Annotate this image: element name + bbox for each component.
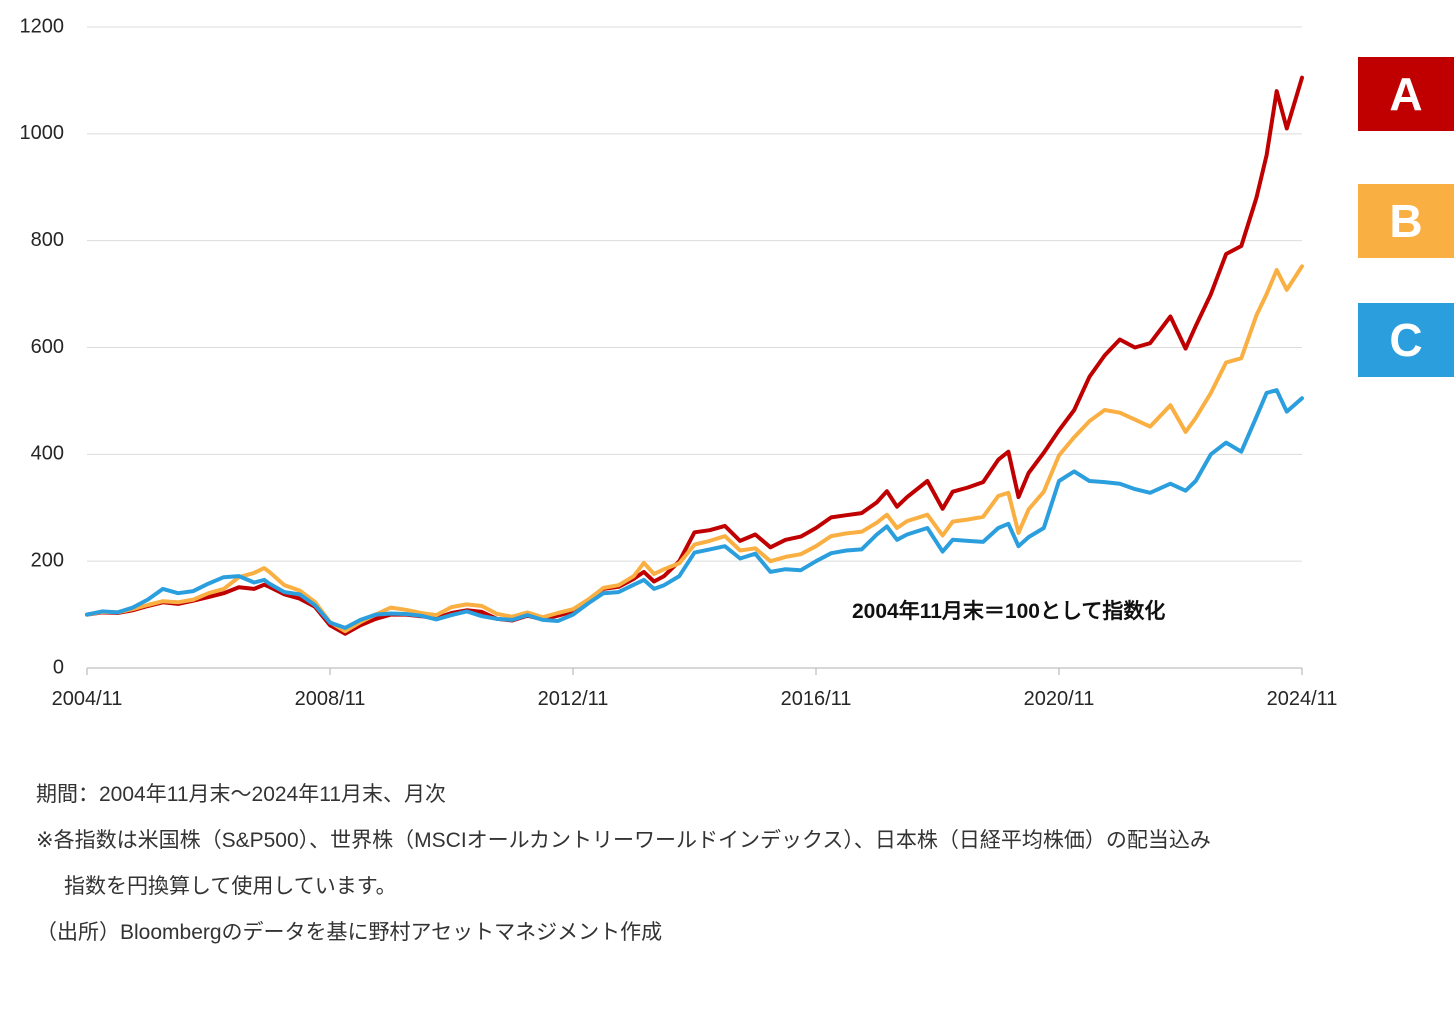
legend-item-c: C xyxy=(1358,303,1454,377)
footnote-source: （出所）Bloombergのデータを基に野村アセットマネジメント作成 xyxy=(36,921,663,944)
legend-label-b: B xyxy=(1389,195,1423,247)
axis-tick-labels: 0 200 400 600 800 1000 1200 2004/11 2008/11 2012/… xyxy=(20,15,1338,710)
y-tick-label-800: 800 xyxy=(31,229,64,251)
x-tick-label: 2020/11 xyxy=(1024,688,1095,710)
chart-line-C xyxy=(85,388,1304,630)
x-tick-label: 2016/11 xyxy=(781,688,852,710)
y-tick-label-0: 0 xyxy=(53,656,64,678)
y-tick-label-1200: 1200 xyxy=(20,15,65,37)
legend-label-c: C xyxy=(1389,314,1423,366)
chart-series-lines xyxy=(85,75,1304,636)
footnote-indices: ※各指数は米国株（S&P500）、世界株（MSCIオールカントリーワールドインデ… xyxy=(36,829,1211,852)
legend-item-a: A xyxy=(1358,57,1454,131)
x-axis xyxy=(86,667,1303,675)
x-tick-label: 2024/11 xyxy=(1267,688,1338,710)
chart-line-A xyxy=(85,75,1304,636)
y-tick-label-1000: 1000 xyxy=(20,122,65,144)
footnote-indices-cont: 指数を円換算して使用しています。 xyxy=(64,875,397,898)
footnotes: 期間：2004年11月末～2024年11月末、月次 ※各指数は米国株（S&P50… xyxy=(36,772,1426,956)
chart-canvas: 0 200 400 600 800 1000 1200 2004/11 2008/11 2012/… xyxy=(20,15,1338,710)
chart-line-B xyxy=(85,264,1304,634)
legend-label-a: A xyxy=(1389,68,1423,120)
x-tick-label: 2004/11 xyxy=(52,688,123,710)
x-tick-label: 2012/11 xyxy=(538,688,609,710)
y-tick-label-600: 600 xyxy=(31,336,64,358)
legend-item-b: B xyxy=(1358,184,1454,258)
gridlines xyxy=(87,26,1302,562)
footnote-period: 期間：2004年11月末～2024年11月末、月次 xyxy=(36,783,447,806)
index-base-annotation: 2004年11月末＝100として指数化 xyxy=(852,599,1165,623)
x-tick-label: 2008/11 xyxy=(295,688,366,710)
y-tick-label-200: 200 xyxy=(31,549,64,571)
y-tick-label-400: 400 xyxy=(31,443,64,465)
